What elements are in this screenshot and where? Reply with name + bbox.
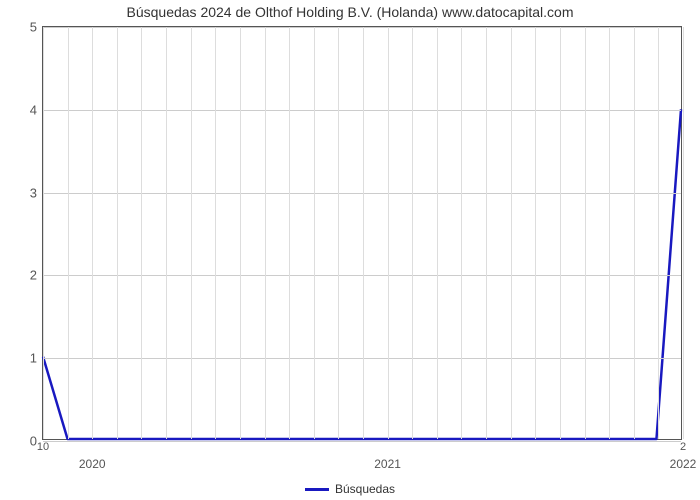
- gridline-vertical: [141, 27, 142, 439]
- gridline-vertical: [560, 27, 561, 439]
- y-tick-label: 2: [30, 268, 37, 283]
- y-tick-label: 4: [30, 102, 37, 117]
- y-tick-label: 5: [30, 20, 37, 35]
- gridline-vertical: [43, 27, 44, 439]
- gridline-vertical: [437, 27, 438, 439]
- legend: Búsquedas: [0, 482, 700, 496]
- legend-swatch: [305, 488, 329, 491]
- gridline-vertical: [166, 27, 167, 439]
- x-tick-label: 2020: [79, 457, 106, 471]
- x-tick-label: 2021: [374, 457, 401, 471]
- gridline-vertical: [338, 27, 339, 439]
- gridline-vertical: [609, 27, 610, 439]
- gridline-vertical: [363, 27, 364, 439]
- gridline-vertical: [412, 27, 413, 439]
- gridline-vertical: [265, 27, 266, 439]
- gridline-vertical: [240, 27, 241, 439]
- gridline-vertical: [535, 27, 536, 439]
- legend-label: Búsquedas: [335, 482, 395, 496]
- gridline-vertical: [683, 27, 684, 439]
- gridline-vertical: [314, 27, 315, 439]
- gridline-vertical: [634, 27, 635, 439]
- gridline-vertical: [289, 27, 290, 439]
- chart-title: Búsquedas 2024 de Olthof Holding B.V. (H…: [0, 4, 700, 20]
- gridline-vertical: [68, 27, 69, 439]
- y-tick-label: 3: [30, 185, 37, 200]
- chart-container: Búsquedas 2024 de Olthof Holding B.V. (H…: [0, 0, 700, 500]
- x-tick-minor-label: 10: [37, 441, 49, 453]
- y-tick-label: 1: [30, 351, 37, 366]
- gridline-vertical: [585, 27, 586, 439]
- gridline-vertical: [191, 27, 192, 439]
- gridline-vertical: [215, 27, 216, 439]
- x-tick-minor-label: 2: [680, 441, 686, 453]
- gridline-horizontal: [43, 441, 681, 442]
- gridline-vertical: [92, 27, 93, 439]
- x-tick-label: 2022: [670, 457, 697, 471]
- plot-area: 012345202020212022102: [42, 26, 682, 440]
- gridline-vertical: [388, 27, 389, 439]
- gridline-vertical: [658, 27, 659, 439]
- gridline-vertical: [486, 27, 487, 439]
- gridline-vertical: [117, 27, 118, 439]
- gridline-vertical: [511, 27, 512, 439]
- gridline-vertical: [461, 27, 462, 439]
